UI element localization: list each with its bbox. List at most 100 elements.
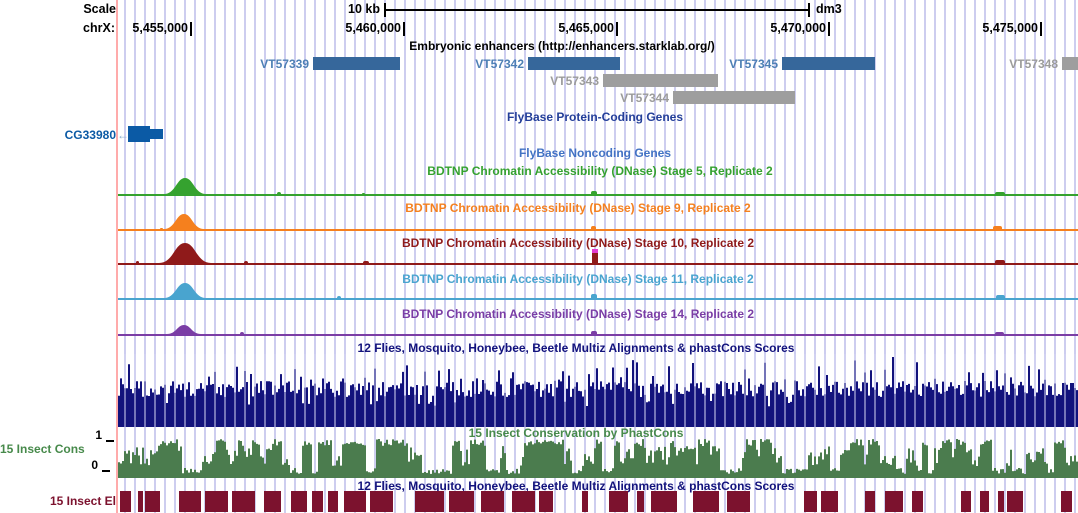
guideline [404,0,406,513]
guideline [854,0,856,513]
dnase-stage11-signal-blip [337,296,341,298]
dnase-stage14-signal-blip [240,332,244,334]
conserved-element-block[interactable] [370,491,393,512]
graph-rect [954,354,956,427]
track-title-multiz-repeat: 12 Flies, Mosquito, Honeybee, Beetle Mul… [357,479,795,493]
conserved-element-block[interactable] [138,491,143,512]
enhancer-item-bar[interactable] [1062,57,1078,70]
conserved-element-block[interactable] [637,491,644,512]
graph-rect [184,354,186,427]
graph-rect [414,354,416,427]
conserved-element-block[interactable] [291,491,307,512]
guideline [984,0,986,513]
conserved-element-block[interactable] [328,491,338,512]
track-title-dnase-stage10: BDTNP Chromatin Accessibility (DNase) St… [401,236,755,250]
graph-rect [894,354,896,427]
graph-rect [364,354,366,427]
guideline [494,0,496,513]
enhancer-item-label[interactable]: VT57345 [729,57,778,71]
conserved-element-block[interactable] [1061,491,1072,512]
conserved-element-block[interactable] [120,491,131,512]
conserved-element-block[interactable] [582,491,588,512]
enhancer-item-label[interactable]: VT57344 [620,91,669,105]
graph-rect [144,354,146,427]
graph-rect [834,354,836,427]
conserved-element-block[interactable] [512,491,535,512]
conserved-element-block[interactable] [727,491,750,512]
enhancer-item-bar[interactable] [673,91,795,104]
conserved-element-block[interactable] [961,491,971,512]
guideline [164,0,166,513]
guideline [574,0,576,513]
graph-rect [654,354,656,427]
guideline [474,0,476,513]
guideline [454,0,456,513]
enhancer-item-label[interactable]: VT57348 [1009,57,1058,71]
conserved-element-block[interactable] [344,491,366,512]
conserved-element-block[interactable] [481,491,504,512]
gene-strand-arrow-icon: ← [117,128,129,142]
graph-rect [404,354,406,427]
guideline [654,0,656,513]
gene-label[interactable]: CG33980 [64,128,116,142]
guideline [694,0,696,513]
guideline [634,0,636,513]
conserved-element-block[interactable] [264,491,281,512]
guideline [734,0,736,513]
graph-rect [544,354,546,427]
conserved-element-block[interactable] [449,491,474,512]
guideline [254,0,256,513]
multiz-alignment-histogram [118,354,1078,427]
conserved-element-block[interactable] [865,491,875,512]
track-title-phastcons: 15 Insect Conservation by PhastCons [468,426,684,440]
conserved-element-block[interactable] [821,491,838,512]
graph-rect [584,354,586,427]
conserved-element-block[interactable] [415,491,444,512]
guideline [224,0,226,513]
guideline [814,0,816,513]
conserved-element-block[interactable] [539,491,553,512]
graph-rect [1014,354,1016,427]
graph-rect [1074,354,1076,427]
graph-rect [1044,354,1046,427]
enhancer-item-label[interactable]: VT57342 [475,57,524,71]
conserved-element-block[interactable] [693,491,719,512]
conserved-element-block[interactable] [804,491,817,512]
gene-exon-block[interactable] [128,126,150,142]
graph-rect [464,354,466,427]
phastcons-wiggle [118,439,1078,478]
conserved-element-block[interactable] [312,491,323,512]
conserved-element-block[interactable] [205,491,228,512]
guideline [894,0,896,513]
insect-els-items[interactable] [118,491,1078,512]
conserved-element-block[interactable] [179,491,201,512]
scale-label: Scale [83,2,116,16]
conserved-element-block[interactable] [232,491,255,512]
graph-rect [484,354,486,427]
graph-rect [154,354,156,427]
conserved-element-block[interactable] [980,491,989,512]
conserved-element-block[interactable] [651,491,677,512]
conserved-element-block[interactable] [912,491,923,512]
enhancer-item-label[interactable]: VT57339 [260,57,309,71]
conserved-element-block[interactable] [609,491,628,512]
graph-rect [494,354,496,427]
insect-els-left-label[interactable]: 15 Insect El [49,494,116,508]
enhancer-item-bar[interactable] [528,57,620,70]
gene-utr-block[interactable] [150,129,163,139]
coordinate-label: 5,475,000 [982,21,1038,35]
enhancer-item-bar[interactable] [603,74,718,87]
conserved-element-block[interactable] [998,491,1004,512]
enhancer-item-bar[interactable] [782,57,875,70]
enhancer-item-bar[interactable] [313,57,400,70]
graph-rect [854,354,856,427]
conserved-element-block[interactable] [145,491,160,512]
phastcons-left-label[interactable]: 15 Insect Cons [0,442,85,456]
coordinate-tick [403,22,405,36]
enhancer-item-label[interactable]: VT57343 [550,74,599,88]
conserved-element-block[interactable] [885,491,903,512]
conserved-element-block[interactable] [1007,491,1023,512]
graph-rect [524,354,526,427]
guideline [614,0,616,513]
